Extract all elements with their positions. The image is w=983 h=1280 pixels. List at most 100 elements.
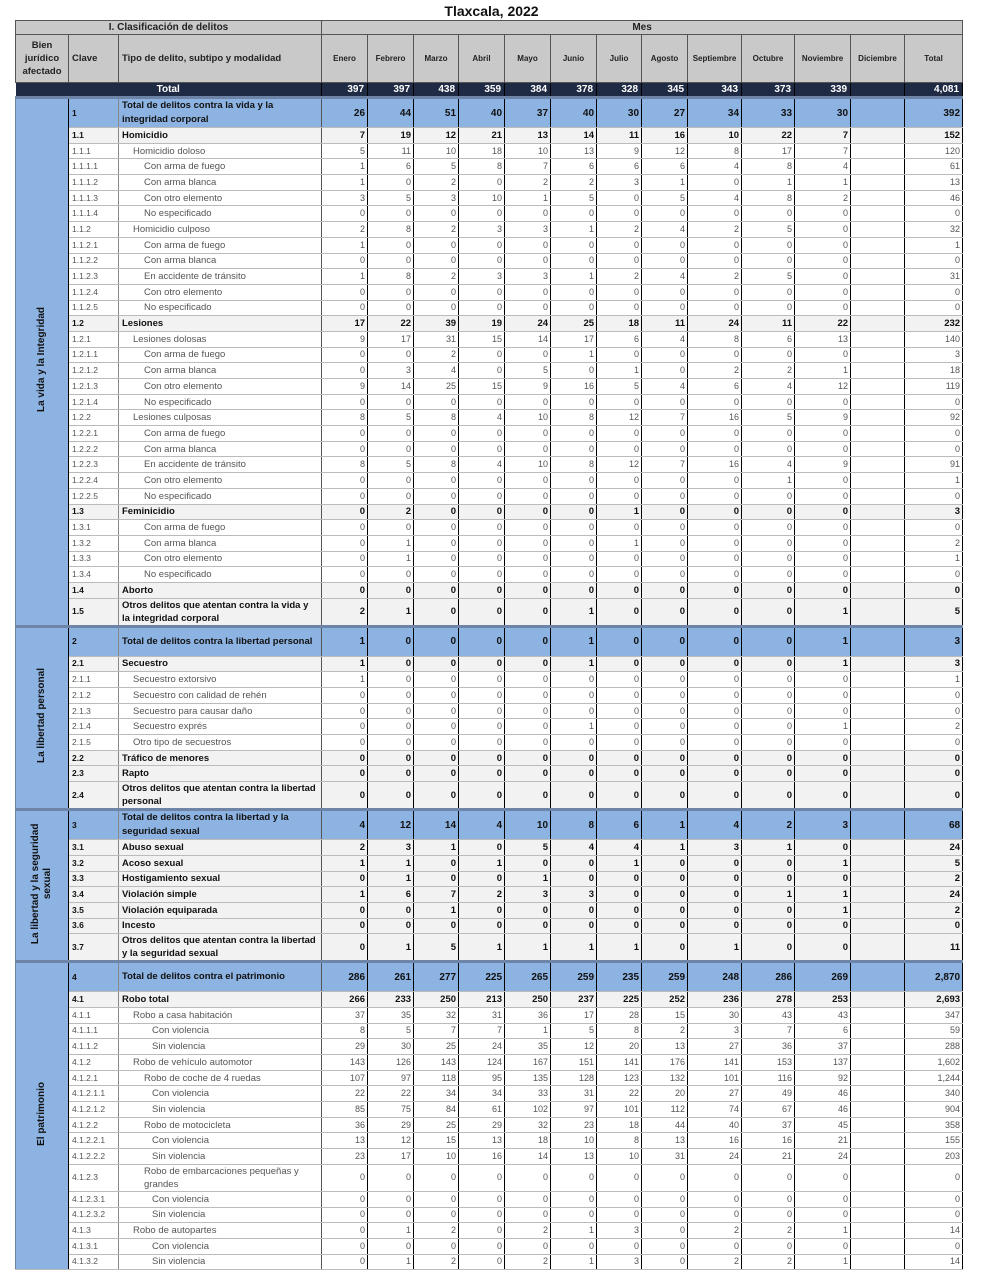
month-value-cell: 0 xyxy=(687,598,743,627)
month-value-cell: 0 xyxy=(504,472,552,489)
month-value-cell: 0 xyxy=(794,535,852,552)
month-value-cell: 15 xyxy=(413,1132,460,1150)
table-row: 4.1.2.3 Robo de embarcaciones pequeñas y … xyxy=(16,1164,964,1192)
month-value-cell xyxy=(850,143,906,160)
tipo-cell: Con violencia xyxy=(118,1023,323,1040)
tipo-cell: Lesiones xyxy=(118,315,323,332)
month-header-agosto: Agosto xyxy=(641,34,689,83)
month-value-cell: 0 xyxy=(687,750,743,767)
month-value-cell: 0 xyxy=(596,598,643,627)
month-value-cell: 0 xyxy=(321,504,369,521)
month-value-cell: 29 xyxy=(321,1038,369,1055)
month-value-cell: 84 xyxy=(413,1101,460,1118)
month-value-cell: 0 xyxy=(641,394,689,411)
month-value-cell: 1 xyxy=(550,1222,598,1239)
month-value-cell: 0 xyxy=(550,918,598,935)
month-value-cell: 0 xyxy=(641,472,689,489)
month-value-cell: 0 xyxy=(794,300,852,317)
month-value-cell xyxy=(850,456,906,474)
month-value-cell: 0 xyxy=(794,703,852,720)
month-value-cell: 4 xyxy=(641,331,689,348)
month-value-cell: 0 xyxy=(321,1207,369,1224)
month-value-cell: 0 xyxy=(550,566,598,583)
month-value-cell: 85 xyxy=(321,1101,369,1118)
month-value-cell: 0 xyxy=(687,1191,743,1208)
month-value-cell: 0 xyxy=(550,765,598,783)
month-value-cell: 0 xyxy=(641,918,689,935)
tipo-cell: Robo a casa habitación xyxy=(118,1007,323,1024)
month-value-cell: 1 xyxy=(741,839,796,856)
month-value-cell: 0 xyxy=(413,765,460,783)
month-value-cell: 1 xyxy=(413,902,460,919)
month-value-cell: 0 xyxy=(550,855,598,872)
month-value-cell xyxy=(850,933,906,963)
month-value-cell: 0 xyxy=(794,551,852,568)
bien-juridico-label: La libertad personal xyxy=(15,624,69,811)
report-title: Tlaxcala, 2022 xyxy=(444,3,539,19)
month-value-cell: 0 xyxy=(413,703,460,720)
month-value-cell xyxy=(850,551,906,568)
month-value-cell xyxy=(850,1207,906,1224)
month-value-cell: 0 xyxy=(741,781,796,811)
month-value-cell: 0 xyxy=(504,718,552,736)
month-value-cell: 3 xyxy=(321,190,369,207)
month-value-cell: 33 xyxy=(504,1085,552,1103)
tipo-cell: No especificado xyxy=(118,205,323,223)
month-value-cell: 0 xyxy=(504,535,552,552)
total-value-cell: 232 xyxy=(904,315,964,332)
month-value-cell: 235 xyxy=(596,960,643,993)
total-value-cell: 155 xyxy=(904,1132,964,1150)
table-row: 2.1.3 Secuestro para causar daño 0 0 0 0 0 0 0 0 0… xyxy=(16,703,964,720)
month-value-cell: 0 xyxy=(413,253,460,270)
month-value-cell: 1 xyxy=(550,1254,598,1271)
month-value-cell: 22 xyxy=(367,1085,415,1103)
month-value-cell: 5 xyxy=(367,409,415,427)
month-value-cell: 1 xyxy=(367,535,415,552)
month-value-cell: 0 xyxy=(641,1254,689,1271)
month-value-cell: 23 xyxy=(321,1148,369,1165)
month-value-cell: 5 xyxy=(413,933,460,963)
month-value-cell: 3 xyxy=(687,839,743,856)
month-value-cell: 1 xyxy=(641,839,689,856)
month-value-cell: 0 xyxy=(687,504,743,521)
month-value-cell: 24 xyxy=(687,315,743,332)
table-row: 1.4 Aborto 0 0 0 0 0 0 0 0 0 0 0 0 xyxy=(16,582,964,599)
month-value-cell: 0 xyxy=(641,1191,689,1208)
month-value-cell: 0 xyxy=(687,205,743,223)
month-value-cell: 2 xyxy=(413,221,460,238)
month-value-cell: 2 xyxy=(504,1254,552,1271)
month-value-cell: 0 xyxy=(596,190,643,207)
table-row: 2.1 Secuestro 1 0 0 0 0 1 0 0 0 0 1 3 xyxy=(16,656,964,673)
month-value-cell: 4 xyxy=(321,808,369,841)
month-value-cell: 0 xyxy=(504,1164,552,1192)
month-value-cell: 14 xyxy=(413,808,460,841)
month-value-cell: 1 xyxy=(794,656,852,673)
month-value-cell xyxy=(850,1117,906,1134)
table-row: 4.1.2 Robo de vehículo automotor 143 126 143… xyxy=(16,1054,964,1071)
tipo-cell: Secuestro exprés xyxy=(118,718,323,736)
month-value-cell: 118 xyxy=(413,1070,460,1087)
month-value-cell: 0 xyxy=(458,671,506,688)
month-value-cell: 0 xyxy=(321,1222,369,1239)
month-value-cell: 2 xyxy=(687,362,743,379)
month-value-cell: 0 xyxy=(367,671,415,688)
month-value-cell: 31 xyxy=(413,331,460,348)
total-value-cell: 0 xyxy=(904,425,964,442)
month-value-cell: 0 xyxy=(794,871,852,888)
month-value-cell: 0 xyxy=(458,656,506,673)
month-value-cell: 0 xyxy=(741,750,796,767)
month-value-cell: 0 xyxy=(687,535,743,552)
month-value-cell: 0 xyxy=(458,519,506,536)
month-value-cell: 0 xyxy=(413,656,460,673)
month-value-cell: 0 xyxy=(367,902,415,919)
month-value-cell: 13 xyxy=(550,143,598,160)
month-value-cell: 5 xyxy=(413,158,460,176)
table-row: 1.1.2.2 Con arma blanca 0 0 0 0 0 0 0 0 0 0 0 0 xyxy=(16,253,964,270)
month-value-cell: 0 xyxy=(367,284,415,301)
total-value-cell: 904 xyxy=(904,1101,964,1118)
month-value-cell: 107 xyxy=(321,1070,369,1087)
tipo-cell: Con otro elemento xyxy=(118,472,323,489)
total-value-cell: 18 xyxy=(904,362,964,379)
month-value-cell: 1 xyxy=(794,598,852,627)
total-value-cell: 13 xyxy=(904,174,964,191)
